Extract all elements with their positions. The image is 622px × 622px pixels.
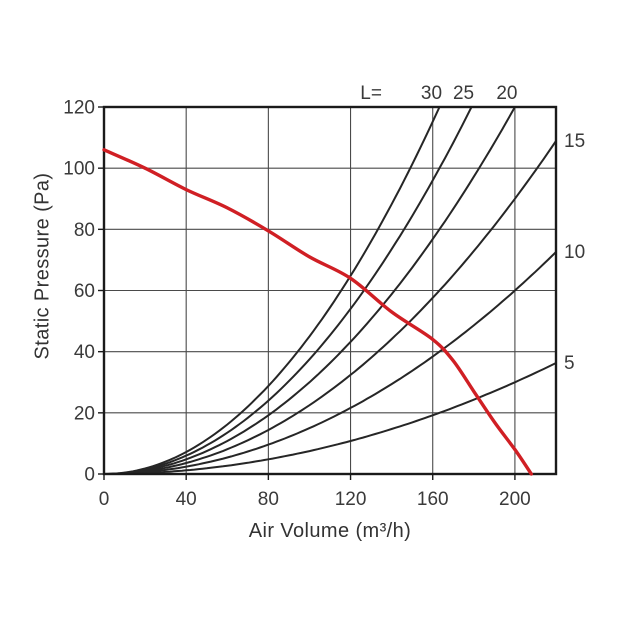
- system-curve-L20: [104, 106, 516, 475]
- x-tick-label: 40: [176, 489, 197, 510]
- y-tick-label: 20: [74, 403, 95, 424]
- system-curve-L5: [104, 362, 557, 475]
- y-tick-label: 40: [74, 342, 95, 363]
- x-axis-title: Air Volume (m³/h): [248, 520, 412, 542]
- x-tick-label: 0: [99, 489, 110, 510]
- y-tick-label: 80: [74, 220, 95, 241]
- y-tick-label: 0: [84, 465, 95, 486]
- x-tick-label: 160: [417, 489, 449, 510]
- y-tick-label: 120: [63, 98, 95, 119]
- x-tick-label: 200: [499, 489, 531, 510]
- fan-performance-curve: [102, 148, 533, 476]
- system-curve-L30: [103, 106, 441, 475]
- y-tick-label: 100: [63, 159, 95, 180]
- curve-label-prefix: L=: [360, 83, 382, 104]
- y-tick-label: 60: [74, 281, 95, 302]
- system-curve-L10: [104, 251, 557, 475]
- curve-label-L15: 15: [564, 131, 585, 152]
- curve-label-L5: 5: [564, 353, 575, 374]
- system-curve-L15: [104, 140, 557, 475]
- x-tick-label: 80: [258, 489, 279, 510]
- curve-label-L10: 10: [564, 242, 585, 263]
- curve-label-L20: 20: [496, 83, 517, 104]
- system-curve-L25: [104, 106, 473, 475]
- y-axis-title: Static Pressure (Pa): [31, 172, 54, 360]
- plot-frame: [102, 105, 558, 476]
- x-tick-label: 120: [335, 489, 367, 510]
- curve-label-L25: 25: [453, 83, 474, 104]
- curve-label-L30: 30: [421, 83, 442, 104]
